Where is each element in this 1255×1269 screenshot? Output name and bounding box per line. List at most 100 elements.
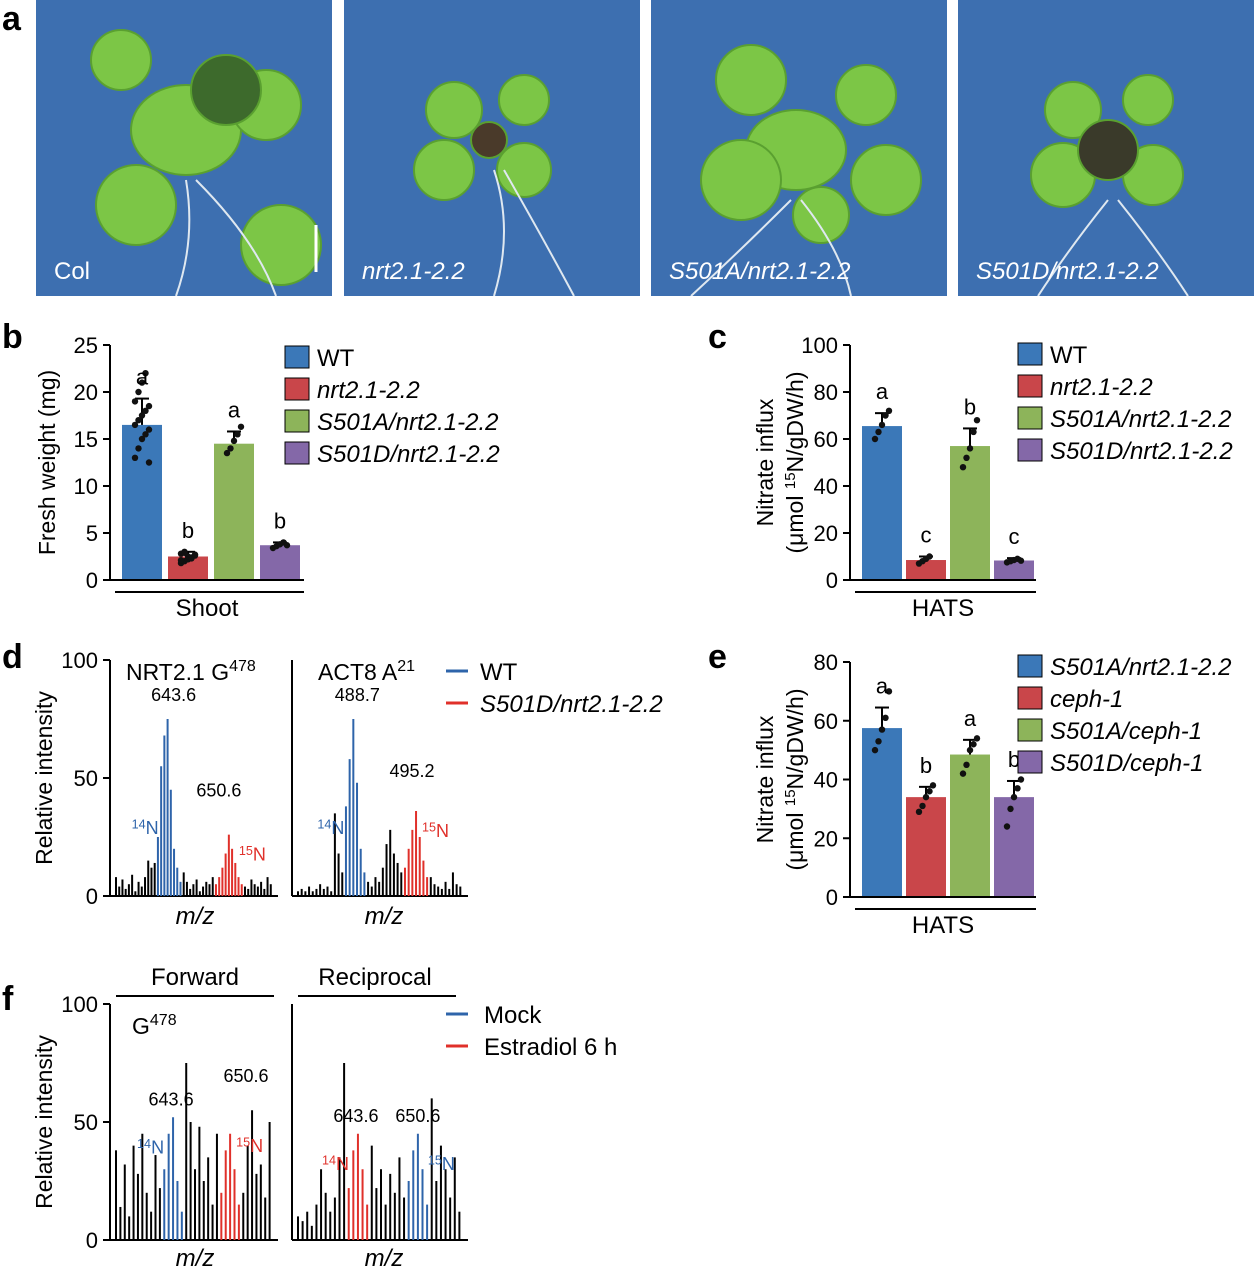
peak-mz-label: 643.6 bbox=[151, 685, 196, 705]
isotope-label-14n: 14N bbox=[132, 818, 159, 838]
seedling-photo-col: Col bbox=[36, 0, 332, 296]
data-point bbox=[970, 428, 977, 436]
spectrum-title: ACT8 A21 bbox=[318, 658, 415, 685]
y-tick-label: 20 bbox=[74, 380, 98, 405]
y-tick-label: 100 bbox=[801, 333, 838, 358]
data-point bbox=[882, 714, 889, 722]
data-point bbox=[135, 417, 142, 424]
bar bbox=[994, 797, 1034, 897]
data-point bbox=[135, 445, 142, 452]
group-label: HATS bbox=[912, 912, 974, 939]
group-label: Shoot bbox=[176, 595, 239, 622]
legend-label: Estradiol 6 h bbox=[484, 1034, 617, 1061]
significance-letter: a bbox=[964, 706, 977, 731]
x-axis-title: m/z bbox=[176, 1245, 215, 1269]
legend-swatch bbox=[1017, 654, 1043, 678]
isotope-label-15n: 15N bbox=[422, 821, 449, 841]
data-point bbox=[966, 445, 974, 452]
peak-mz-label: 488.7 bbox=[335, 685, 380, 705]
y-axis-title: Nitrate influx bbox=[752, 715, 778, 843]
data-point bbox=[871, 435, 879, 443]
legend-label: S501A/ceph-1 bbox=[1050, 718, 1202, 745]
data-point bbox=[145, 459, 153, 466]
data-point bbox=[926, 553, 933, 560]
y-tick-label: 0 bbox=[86, 884, 98, 909]
y-tick-label: 40 bbox=[814, 768, 838, 793]
data-point bbox=[142, 431, 149, 438]
peak-mz-label: 643.6 bbox=[149, 1089, 194, 1109]
y-tick-label: 0 bbox=[826, 568, 838, 593]
data-point bbox=[283, 542, 291, 549]
y-tick-label: 50 bbox=[74, 1110, 98, 1135]
data-point bbox=[131, 454, 139, 461]
peak-mz-label: 650.6 bbox=[196, 781, 241, 801]
y-tick-label: 50 bbox=[74, 766, 98, 791]
bar bbox=[950, 446, 990, 580]
panel-letter-f: f bbox=[2, 980, 14, 1018]
y-tick-label: 20 bbox=[814, 521, 838, 546]
group-label: HATS bbox=[912, 595, 974, 622]
legend-label: WT bbox=[480, 659, 518, 686]
bar bbox=[214, 443, 254, 580]
data-point bbox=[929, 782, 937, 789]
seedling-illustration bbox=[413, 74, 575, 296]
data-point bbox=[878, 421, 886, 429]
y-axis-title: Nitrate influx bbox=[752, 398, 778, 526]
data-point bbox=[177, 557, 185, 564]
data-point bbox=[1017, 557, 1025, 564]
y-tick-label: 80 bbox=[814, 650, 838, 675]
panel-letter-b: b bbox=[2, 318, 23, 356]
y-tick-label: 80 bbox=[814, 380, 838, 405]
y-tick-label: 60 bbox=[814, 427, 838, 452]
legend-label: S501A/nrt2.1-2.2 bbox=[1050, 406, 1231, 433]
legend-swatch bbox=[1017, 750, 1043, 774]
data-point bbox=[875, 738, 882, 745]
data-point bbox=[181, 549, 188, 556]
legend-label: WT bbox=[317, 345, 355, 372]
data-point bbox=[882, 412, 889, 419]
data-point bbox=[959, 464, 967, 471]
legend-swatch bbox=[1017, 686, 1043, 710]
significance-letter: a bbox=[228, 397, 241, 422]
data-point bbox=[145, 426, 153, 433]
data-point bbox=[1003, 823, 1011, 830]
panel-letter-a: a bbox=[2, 0, 21, 38]
legend-swatch bbox=[284, 441, 310, 465]
data-point bbox=[919, 802, 926, 810]
significance-letter: a bbox=[876, 674, 889, 699]
y-axis-title: Relative intensity bbox=[31, 691, 57, 865]
spectrum-title: NRT2.1 G478 bbox=[126, 658, 256, 685]
y-axis-title-units: (μmol 15N/gDW/h) bbox=[782, 688, 808, 870]
bar bbox=[260, 545, 300, 580]
legend-label: WT bbox=[1050, 342, 1088, 369]
data-point bbox=[973, 417, 981, 424]
legend-swatch bbox=[284, 377, 310, 401]
x-axis-title: m/z bbox=[365, 1245, 404, 1269]
significance-letter: a bbox=[136, 365, 149, 390]
data-point bbox=[915, 808, 923, 816]
significance-letter: b bbox=[1008, 747, 1020, 772]
data-point bbox=[959, 770, 967, 777]
y-tick-label: 100 bbox=[61, 648, 98, 673]
legend-label: ceph-1 bbox=[1050, 686, 1123, 713]
data-point bbox=[970, 741, 977, 748]
data-point bbox=[885, 688, 893, 695]
y-tick-label: 5 bbox=[86, 521, 98, 546]
legend-label: nrt2.1-2.2 bbox=[317, 377, 420, 404]
legend-label: S501D/nrt2.1-2.2 bbox=[1050, 438, 1233, 465]
peak-mz-label: 650.6 bbox=[395, 1106, 440, 1126]
data-point bbox=[878, 726, 886, 733]
spectrum-title: Reciprocal bbox=[318, 964, 431, 991]
panel-letter-d: d bbox=[2, 638, 23, 676]
data-point bbox=[138, 379, 146, 386]
data-point bbox=[142, 370, 149, 377]
isotope-label-14n: 14N bbox=[137, 1137, 164, 1157]
data-point bbox=[145, 402, 153, 410]
x-axis-title: m/z bbox=[365, 903, 404, 930]
legend-label: S501A/nrt2.1-2.2 bbox=[1050, 654, 1231, 681]
significance-letter: a bbox=[876, 379, 889, 404]
y-tick-label: 100 bbox=[61, 992, 98, 1017]
seedling-illustration bbox=[90, 29, 322, 296]
isotope-label-14n: 14N bbox=[322, 1153, 349, 1173]
